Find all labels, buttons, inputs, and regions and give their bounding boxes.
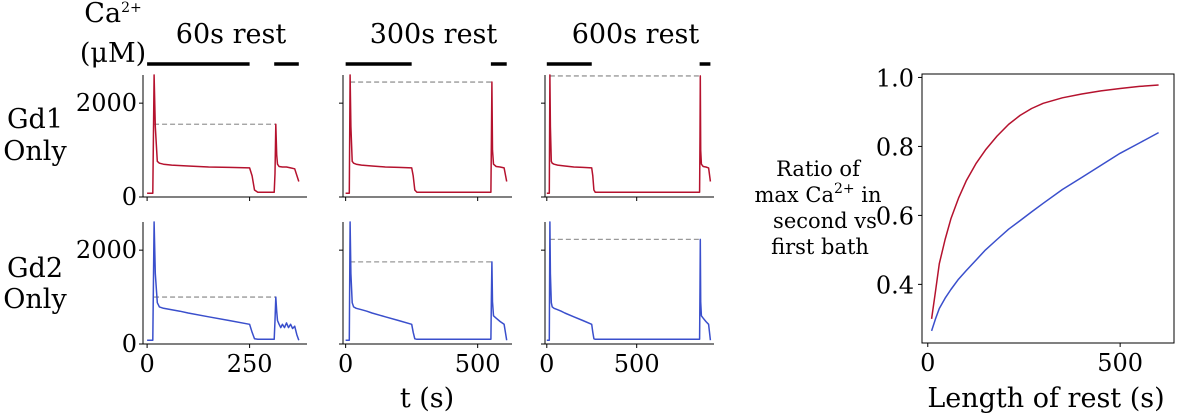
ca-trace: [147, 221, 300, 341]
time-panel-3: 600s rest: [541, 19, 714, 201]
y-tick-label: 0: [122, 183, 137, 211]
ratio-line-gd1: [930, 84, 1159, 320]
y-tick-label: 0: [122, 330, 137, 358]
ratio-y-label-line4: first bath: [771, 235, 869, 259]
ca-trace: [546, 221, 712, 341]
x-tick-label: 250: [227, 350, 273, 378]
ratio-x-axis-label: Length of rest (s): [927, 383, 1164, 414]
y-tick-label: 0.6: [876, 202, 914, 230]
ca-trace: [345, 74, 508, 194]
row-label-gd1-line1: Gd1: [7, 104, 63, 135]
ca-label-line2: (μM): [80, 38, 146, 69]
x-tick-label: 500: [455, 350, 501, 378]
ratio-panel: 0.4 0.6 0.8 1.0 0 500: [876, 64, 1175, 377]
x-tick-label: 0: [539, 350, 554, 378]
time-x-axis-label: t (s): [400, 383, 454, 414]
ca-trace: [546, 74, 712, 194]
ratio-y-label-line3: second vs: [773, 209, 877, 233]
y-tick-label: 1.0: [876, 64, 914, 92]
row-label-gd1-line2: Only: [3, 136, 67, 167]
time-panel-5: 0 500: [338, 221, 512, 378]
y-tick-label: 2000: [76, 89, 137, 117]
y-tick-label: 0.8: [876, 133, 914, 161]
y-tick-label: 0.4: [876, 271, 914, 299]
row-label-gd2-line1: Gd2: [7, 253, 63, 284]
x-tick-label: 500: [614, 350, 660, 378]
x-tick-label: 0: [139, 350, 154, 378]
ca-trace: [147, 74, 300, 194]
ratio-frame: [921, 73, 1175, 344]
x-tick-label: 0: [338, 350, 353, 378]
y-tick-label: 2000: [76, 236, 137, 264]
ratio-line-gd2: [930, 131, 1159, 332]
ca-label-line1: Ca2+: [84, 0, 141, 29]
ratio-y-label-line1: Ratio of: [776, 157, 862, 181]
plots-layer: 0 2000 60s rest 300s rest 600s rest 0 2000 0 250…: [76, 19, 1175, 378]
panel-title: 600s rest: [572, 19, 700, 50]
time-panel-6: 0 500: [539, 221, 714, 378]
time-panel-1: 0 2000 60s rest: [76, 19, 307, 211]
time-panel-2: 300s rest: [339, 19, 512, 201]
panel-title: 60s rest: [176, 19, 287, 50]
x-tick-label: 0: [920, 349, 935, 377]
panel-title: 300s rest: [370, 19, 498, 50]
x-tick-label: 500: [1097, 349, 1143, 377]
row-label-gd2-line2: Only: [3, 284, 67, 315]
ca-trace: [345, 221, 508, 341]
time-panel-4: 0 2000 0 250: [76, 221, 307, 378]
ratio-y-label-line2: max Ca2+ in: [754, 181, 881, 207]
